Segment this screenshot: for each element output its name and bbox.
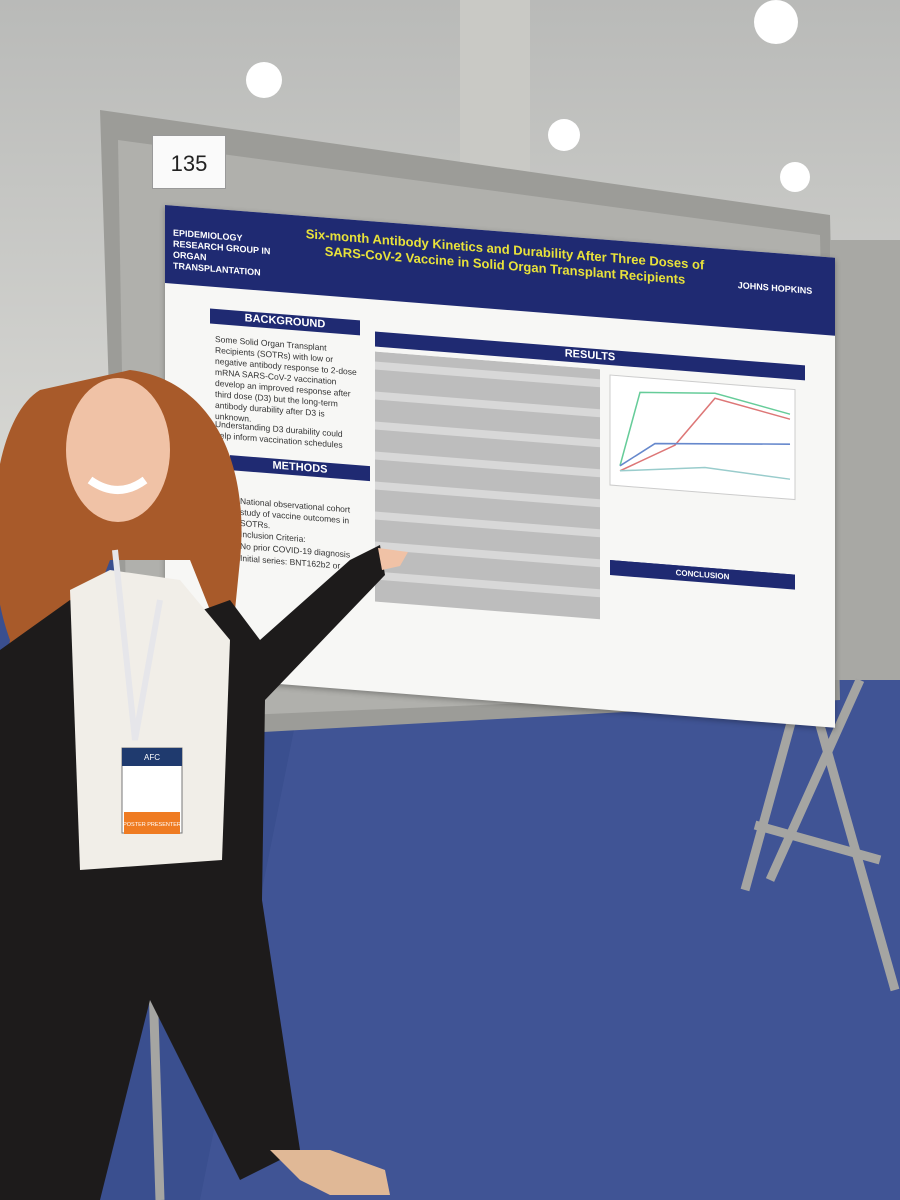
badge-label: AFC bbox=[144, 753, 160, 762]
results-graphics bbox=[375, 351, 796, 620]
board-number: 135 bbox=[152, 135, 226, 189]
badge-role: POSTER PRESENTER bbox=[123, 822, 181, 828]
poster: EPIDEMIOLOGY RESEARCH GROUP IN ORGAN TRA… bbox=[165, 205, 835, 728]
